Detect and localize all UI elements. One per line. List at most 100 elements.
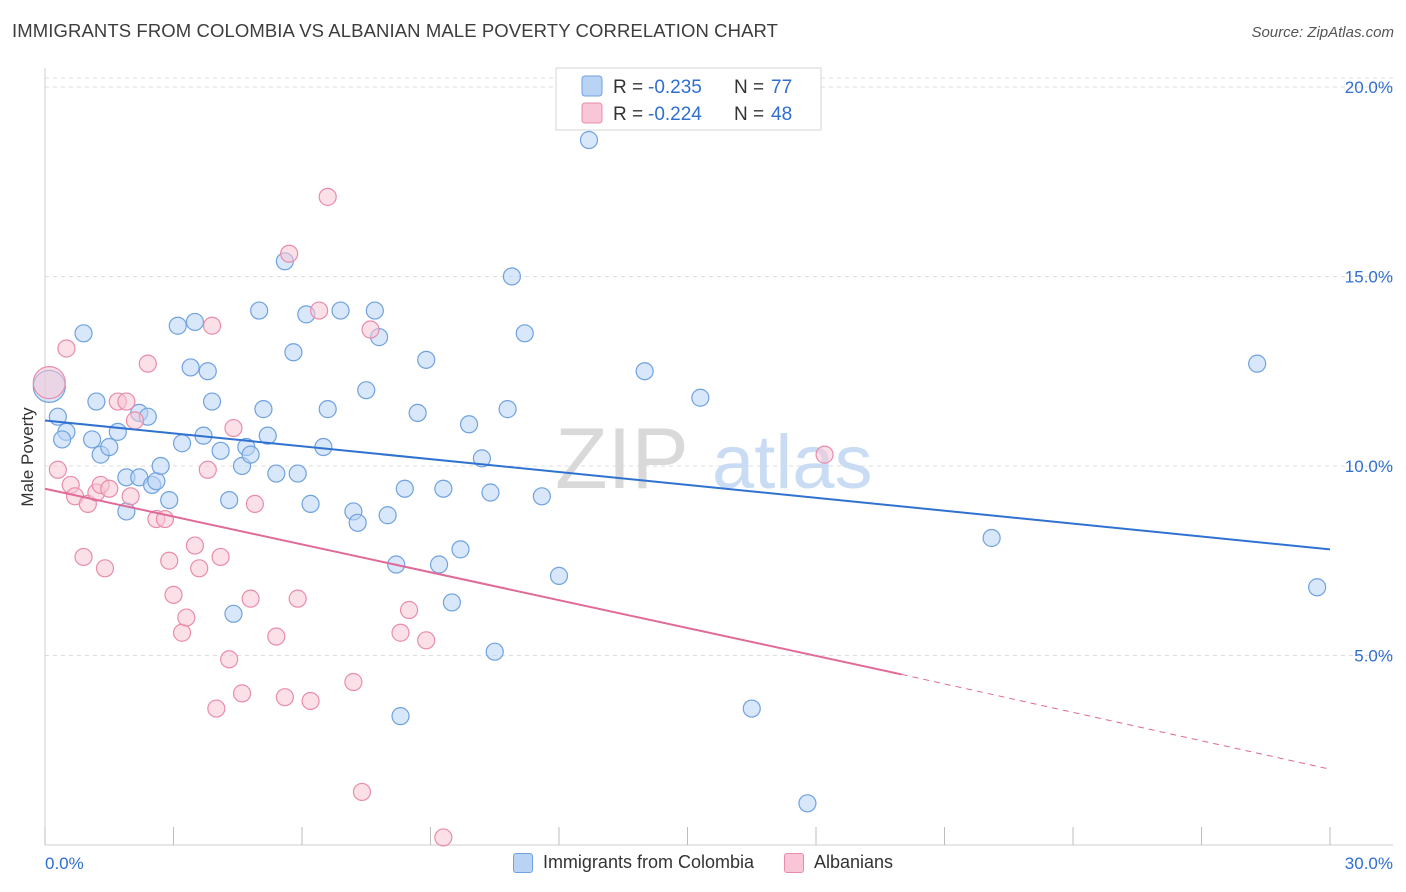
- albanians-point: [185, 536, 205, 555]
- colombia-point: [502, 267, 521, 286]
- legend-item-albanians[interactable]: Albanians: [784, 852, 893, 873]
- albanians-point: [125, 411, 145, 430]
- bottom-legend: Immigrants from Colombia Albanians: [0, 852, 1406, 873]
- albanians-point: [190, 559, 209, 578]
- stats-n-label-blue: N =: [734, 77, 764, 98]
- colombia-point: [1248, 354, 1267, 373]
- colombia-point: [515, 324, 534, 343]
- source-credit: Source: ZipAtlas.com: [1251, 24, 1394, 41]
- stats-n-value-blue: 77: [771, 77, 792, 98]
- y-tick-label: 5.0%: [1354, 646, 1393, 665]
- albanians-point: [138, 354, 157, 373]
- albanians-point: [288, 589, 307, 608]
- albanians-point: [391, 623, 410, 642]
- colombia-point: [798, 794, 817, 813]
- albanians-point: [95, 559, 115, 578]
- colombia-point: [284, 343, 303, 362]
- trend-line-albanians-extension: [901, 673, 1331, 770]
- colombia-point: [331, 301, 350, 320]
- colombia-point: [224, 604, 243, 623]
- trend-line-albanians: [44, 487, 902, 676]
- colombia-point: [417, 350, 436, 369]
- colombia-point: [202, 392, 222, 411]
- stats-r-value-pink: -0.224: [648, 104, 702, 125]
- colombia-point: [549, 566, 569, 585]
- colombia-point: [83, 430, 102, 449]
- colombia-point: [172, 434, 192, 453]
- series-albanians-points: [32, 187, 834, 847]
- trend-line-colombia: [44, 419, 1331, 551]
- albanians-point: [241, 589, 260, 608]
- colombia-point: [87, 392, 106, 411]
- colombia-point: [391, 707, 410, 726]
- legend-label-albanians: Albanians: [814, 852, 894, 872]
- stats-legend: R = -0.235 N = 77 R = -0.224 N = 48: [555, 67, 822, 131]
- albanians-point: [352, 782, 372, 802]
- albanians-point: [361, 320, 380, 339]
- colombia-point: [288, 464, 307, 483]
- y-tick-label: 10.0%: [1345, 457, 1393, 476]
- albanians-point: [164, 585, 183, 604]
- legend-swatch-colombia: [512, 852, 533, 873]
- stats-r-label-pink: R =: [613, 104, 643, 125]
- albanians-point: [220, 650, 239, 669]
- colombia-point: [481, 483, 500, 502]
- colombia-point: [185, 312, 205, 332]
- albanians-point: [121, 487, 140, 506]
- colombia-point: [357, 381, 376, 400]
- albanians-point: [57, 339, 76, 358]
- x-axis-ticks: [44, 827, 1331, 845]
- albanians-point: [267, 627, 286, 646]
- albanians-point: [160, 551, 179, 570]
- albanians-point: [417, 631, 436, 650]
- albanians-point: [172, 623, 192, 642]
- colombia-point: [365, 301, 384, 320]
- colombia-point: [147, 472, 166, 491]
- legend-swatch-albanians: [784, 852, 804, 873]
- colombia-point: [198, 362, 217, 381]
- colombia-point: [434, 479, 453, 498]
- stats-r-value-blue: -0.235: [648, 77, 702, 98]
- colombia-point: [579, 130, 599, 150]
- colombia-point: [635, 362, 654, 381]
- albanians-point: [245, 494, 264, 513]
- colombia-point: [378, 506, 397, 525]
- y-tick-label: 20.0%: [1345, 78, 1393, 97]
- chart-title: IMMIGRANTS FROM COLOMBIA VS ALBANIAN MAL…: [12, 20, 779, 41]
- colombia-point: [408, 403, 427, 423]
- watermark-atlas: atlas: [712, 420, 873, 505]
- albanians-point: [117, 392, 136, 411]
- albanians-point: [275, 688, 294, 707]
- albanians-point: [815, 445, 834, 464]
- colombia-point: [691, 388, 710, 407]
- colombia-point: [532, 487, 551, 506]
- y-axis-label: Male Poverty: [18, 407, 37, 507]
- colombia-point: [459, 415, 479, 434]
- albanians-point: [48, 460, 67, 479]
- legend-item-colombia[interactable]: Immigrants from Colombia: [512, 852, 754, 873]
- colombia-point: [220, 490, 239, 510]
- albanians-point: [344, 672, 363, 692]
- colombia-point: [168, 316, 187, 335]
- albanians-point: [434, 828, 453, 847]
- albanians-point: [32, 365, 66, 400]
- colombia-point: [151, 456, 170, 476]
- colombia-point: [1308, 578, 1327, 597]
- albanians-point: [224, 418, 243, 438]
- colombia-point: [250, 301, 269, 320]
- colombia-point: [301, 494, 320, 513]
- albanians-point: [318, 187, 337, 206]
- colombia-point: [498, 400, 517, 419]
- albanians-point: [74, 547, 93, 567]
- albanians-point: [211, 547, 230, 567]
- colombia-point: [254, 400, 273, 419]
- albanians-point: [232, 684, 252, 703]
- colombia-point: [181, 358, 200, 377]
- stats-r-label-blue: R =: [613, 77, 643, 98]
- x-tick-label-max: 30.0%: [1345, 854, 1393, 873]
- grid-lines: [45, 77, 1393, 656]
- stats-n-value-pink: 48: [771, 104, 792, 125]
- colombia-point: [429, 555, 449, 574]
- colombia-point: [267, 464, 286, 483]
